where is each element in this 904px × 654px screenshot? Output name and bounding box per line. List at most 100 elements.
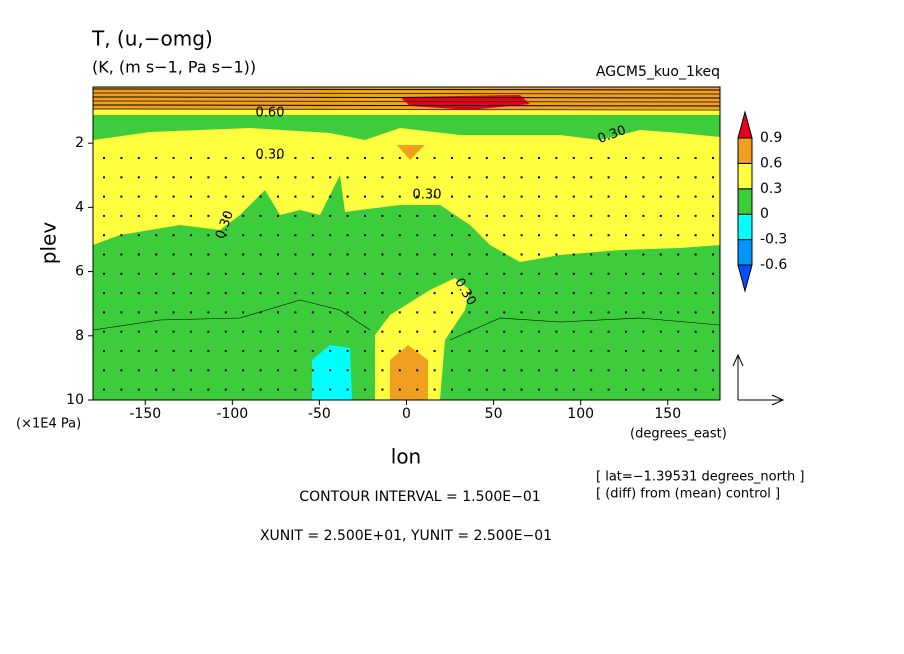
ref-arrow-right (738, 394, 785, 406)
wind-vector (433, 292, 436, 295)
wind-vector (242, 253, 245, 256)
wind-vector (451, 157, 453, 159)
wind-vector (294, 369, 297, 372)
wind-vector (659, 272, 662, 275)
wind-vector (364, 350, 366, 352)
wind-vector (451, 176, 453, 179)
wind-vector (329, 350, 332, 352)
wind-vector (381, 157, 384, 159)
wind-vector (364, 195, 366, 198)
wind-vector (590, 272, 593, 275)
wind-vector (712, 195, 714, 198)
wind-vector (346, 388, 349, 391)
wind-vector (694, 272, 697, 275)
wind-vector (294, 253, 297, 256)
wind-vector (242, 292, 245, 295)
wind-vector (555, 234, 558, 237)
wind-vector (694, 253, 697, 256)
wind-vector (572, 369, 575, 372)
wind-vector (277, 350, 279, 352)
wind-vector (520, 176, 523, 179)
wind-vector (520, 214, 523, 217)
chart-subtitle: (K, (m s−1, Pa s−1)) (92, 58, 256, 77)
wind-vector (694, 311, 697, 314)
wind-vector (451, 234, 453, 237)
wind-vector (503, 176, 506, 179)
wind-vector (503, 330, 506, 333)
wind-vector (451, 330, 453, 333)
wind-vector (311, 176, 314, 179)
wind-vector (659, 253, 662, 256)
x-tick-label: 0 (402, 406, 411, 422)
wind-vector (311, 253, 314, 256)
wind-vector (259, 350, 262, 352)
note: [ lat=−1.39531 degrees_north ] (596, 470, 804, 485)
wind-vector (398, 195, 401, 198)
wind-vector (538, 214, 540, 217)
chart-title: T, (u,−omg) (91, 27, 213, 51)
wind-vector (642, 311, 645, 314)
wind-vector (625, 272, 627, 275)
wind-vector (398, 176, 401, 179)
wind-vector (520, 272, 523, 275)
wind-vector (277, 272, 279, 275)
x-axis-label: lon (391, 445, 421, 469)
wind-vector (642, 176, 645, 179)
wind-vector (503, 157, 506, 159)
wind-vector (207, 369, 210, 372)
wind-vector (572, 272, 575, 275)
wind-vector (642, 234, 645, 237)
wind-vector (642, 292, 645, 295)
ref-arrow-up (732, 353, 744, 400)
wind-vector (590, 330, 593, 333)
wind-vector (259, 253, 262, 256)
colorbar-swatch (737, 213, 753, 241)
wind-vector (364, 369, 366, 372)
wind-vector (346, 214, 349, 217)
wind-vector (451, 253, 453, 256)
contour-region (312, 345, 352, 400)
wind-vector (120, 234, 123, 237)
wind-vector (190, 214, 192, 217)
wind-vector (433, 176, 436, 179)
wind-vector (538, 157, 540, 159)
wind-vector (590, 234, 593, 237)
wind-vector (520, 350, 523, 352)
wind-vector (538, 350, 540, 352)
wind-vector (555, 253, 558, 256)
wind-vector (642, 388, 645, 391)
wind-vector (625, 176, 627, 179)
wind-vector (538, 272, 540, 275)
y-tick-label: 4 (75, 199, 84, 215)
wind-vector (555, 214, 558, 217)
run-label: AGCM5_kuo_1keq (596, 64, 720, 80)
wind-vector (659, 350, 662, 352)
wind-vector (659, 176, 662, 179)
wind-vector (346, 330, 349, 333)
wind-vector (294, 311, 297, 314)
wind-vector (207, 253, 210, 256)
wind-vector (207, 272, 210, 275)
wind-vector (311, 214, 314, 217)
wind-vector (590, 350, 593, 352)
contour-line (92, 92, 721, 95)
wind-vector (346, 292, 349, 295)
wind-vector (120, 253, 123, 256)
wind-vector (677, 330, 680, 333)
wind-vector (485, 234, 488, 237)
wind-vector (311, 272, 314, 275)
wind-vector (207, 214, 210, 217)
wind-vector (311, 311, 314, 314)
wind-vector (590, 253, 593, 256)
wind-vector (642, 214, 645, 217)
wind-vector (625, 350, 627, 352)
wind-vector (224, 234, 227, 237)
wind-vector (433, 388, 436, 391)
wind-vector (520, 195, 523, 198)
wind-vector (242, 176, 245, 179)
wind-vector (398, 388, 401, 391)
wind-vector (590, 388, 593, 391)
wind-vector (172, 234, 175, 237)
wind-vector (451, 292, 453, 295)
colorbar-cap (737, 264, 753, 293)
